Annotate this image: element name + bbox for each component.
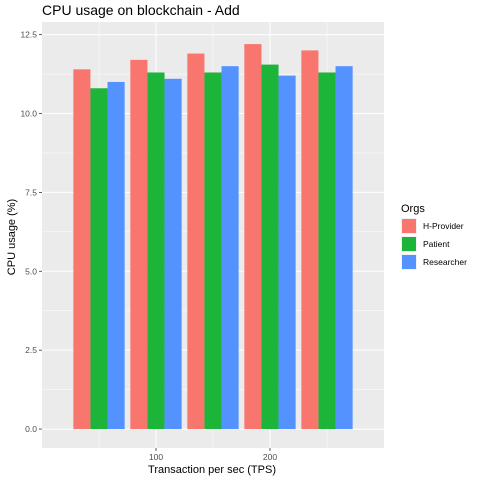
x-tick-label: 100 [149,452,163,462]
bar-researcher-150 [221,66,239,430]
bar-researcher-200 [278,75,296,430]
bar-patient-50 [90,88,108,430]
bar-h-provider-150 [187,53,205,430]
legend-swatch-patient [402,237,416,251]
y-tick-label: 7.5 [25,187,37,197]
legend-swatch-researcher [402,255,416,269]
y-tick-label: 10.0 [20,109,37,119]
y-axis: 0.0 2.5 5.0 7.5 10.0 12.5 [20,30,42,434]
bar-h-provider-50 [73,69,91,430]
bar-patient-100 [147,72,165,430]
bar-researcher-50 [107,81,125,430]
x-axis: 100 200 [149,448,277,462]
y-tick-label: 0.0 [25,424,37,434]
bar-patient-150 [204,72,222,430]
legend-label-patient: Patient [423,239,450,249]
bars [73,44,353,430]
bar-h-provider-200 [244,44,262,430]
legend-label-researcher: Researcher [423,257,467,267]
y-axis-title: CPU usage (%) [6,199,18,275]
legend-label-h-provider: H-Provider [423,221,464,231]
y-tick-label: 5.0 [25,266,37,276]
y-tick-label: 12.5 [20,30,37,40]
x-tick-label: 200 [263,452,277,462]
bar-patient-250 [318,72,336,430]
bar-researcher-100 [164,78,182,430]
chart-title: CPU usage on blockchain - Add [42,2,240,18]
x-axis-title: Transaction per sec (TPS) [148,464,276,476]
legend: Orgs H-Provider Patient Researcher [401,203,467,270]
bar-patient-200 [261,64,279,430]
legend-title: Orgs [401,203,425,215]
bar-researcher-250 [335,66,353,430]
bar-h-provider-250 [301,50,319,430]
legend-swatch-h-provider [402,219,416,233]
y-tick-label: 2.5 [25,345,37,355]
bar-h-provider-100 [130,59,148,430]
